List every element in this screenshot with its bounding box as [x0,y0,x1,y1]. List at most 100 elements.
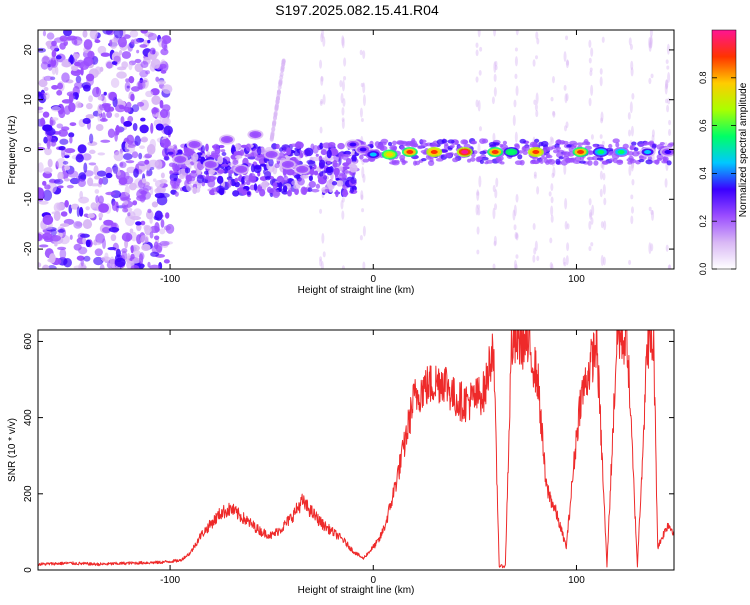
heatmap-cell [616,159,624,165]
heatmap-cell [149,47,156,55]
heatmap-cell [338,151,344,160]
heatmap-cell [107,91,116,101]
heatmap-cell [82,236,87,245]
heatmap-cell [466,158,472,163]
heatmap-cell [362,50,366,60]
heatmap-cell [164,137,170,149]
heatmap-cell [565,121,569,129]
heatmap-cell [512,114,516,127]
heatmap-cell [549,136,553,142]
heatmap-cell [492,132,496,143]
heatmap-cell [609,150,614,156]
heatmap-cell [514,231,518,240]
heatmap-cell [491,149,499,154]
heatmap-cell [130,265,140,269]
heatmap-cell [42,124,53,132]
heatmap-cell [476,226,480,235]
heatmap-cell [102,238,106,250]
heatmap-cell [494,65,498,71]
heatmap-cell [123,200,129,205]
heatmap-cell [552,110,556,116]
heatmap-cell [38,244,49,248]
heatmap-cell [471,140,478,145]
heatmap-cell [666,43,670,55]
heatmap-cell [532,254,536,263]
heatmap-cell [185,174,193,182]
heatmap-cell [94,248,103,257]
snr-x-label: Height of straight line (km) [298,585,415,596]
heatmap-cell [100,139,111,143]
heatmap-cell [436,139,445,145]
heatmap-cell [58,145,66,151]
heatmap-cell [362,94,366,107]
heatmap-cell [337,142,345,150]
heatmap-cell [234,181,240,188]
heatmap-cell [589,212,593,220]
heatmap-cell [664,149,672,154]
heatmap-cell [630,60,634,71]
heatmap-cell [281,58,286,64]
heatmap-cell [61,72,70,83]
heatmap-cell [94,39,101,44]
heatmap-cell [79,61,90,70]
heatmap-cell [665,79,669,90]
heatmap-cell [319,59,323,69]
heatmap-cell [87,50,95,59]
heatmap-cell [55,66,59,76]
heatmap-cell [517,154,523,160]
heatmap-cell [588,39,592,48]
heatmap-cell [515,193,519,203]
heatmap-cell [242,188,247,196]
heatmap-cell [477,208,481,216]
heatmap-cell [532,223,536,231]
heatmap-cell [342,97,346,107]
heatmap-cell [245,180,251,186]
heatmap-cell [563,163,567,175]
heatmap-cell [359,154,364,160]
x-tick-label: -100 [160,274,180,285]
heatmap-cell [241,176,245,185]
heatmap-cell [359,49,363,56]
heatmap-cell [565,93,569,102]
heatmap-cell [86,102,93,110]
heatmap-cell [343,76,347,81]
heatmap-cell [58,129,69,137]
heatmap-cell [295,141,302,149]
heatmap-cell [61,148,66,159]
heatmap-cell [304,147,314,157]
heatmap-cell [276,89,281,95]
heatmap-cell [77,178,86,188]
heatmap-cell [311,188,320,193]
heatmap-cell [546,146,554,151]
heatmap-cell [600,117,604,124]
heatmap-cell [101,226,110,234]
heatmap-cell [320,99,324,105]
colorbar-tick-label: 0.2 [698,215,708,228]
heatmap-cell [534,240,538,251]
heatmap-cell [590,134,594,140]
heatmap-cell [420,142,429,148]
heatmap-cell [577,149,585,154]
heatmap-cell [217,155,224,165]
heatmap-cell [120,116,125,124]
heatmap-cell [629,43,633,51]
heatmap-cell [599,68,603,75]
heatmap-cell [565,35,569,41]
heatmap-cell [110,77,120,89]
heatmap-cell [87,177,94,187]
heatmap-cell [447,147,453,151]
heatmap-cell [666,65,670,70]
heatmap-cell [405,141,411,146]
heatmap-cell [257,146,262,156]
heatmap-cell [149,167,155,171]
heatmap-cell [287,189,292,197]
heatmap-cell [419,139,427,143]
heatmap-cell [564,125,568,132]
heatmap-cell [319,142,324,150]
heatmap-cell [651,210,655,221]
heatmap-cell [342,188,348,198]
y-tick-label: -20 [23,241,34,256]
x-tick-label: -100 [160,575,180,586]
heatmap-cell [396,141,405,145]
heatmap-cell [55,55,62,60]
